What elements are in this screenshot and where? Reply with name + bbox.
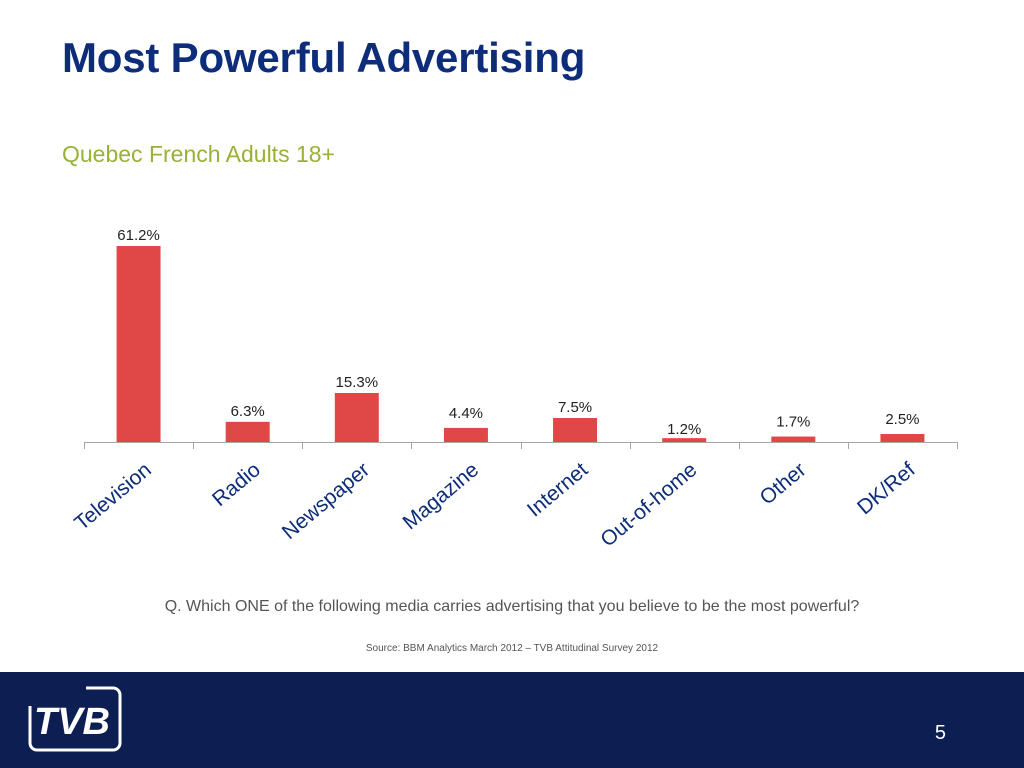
x-axis-tick-label: Other <box>756 458 811 509</box>
x-axis-tick-label: Newspaper <box>278 458 374 544</box>
page-number: 5 <box>934 722 946 744</box>
bar-newspaper <box>334 393 379 442</box>
x-axis-tick-label: Out-of-home <box>596 458 701 551</box>
bar-chart: 61.2% 6.3% 15.3% 4.4% 7.5% 1.2% 1.7% 2.5% Telev… <box>70 227 958 552</box>
survey-question: Q. Which ONE of the following media carr… <box>164 598 860 615</box>
slide-subtitle: Quebec French Adults 18+ <box>62 141 335 167</box>
chart-data-labels: 61.2% 6.3% 15.3% 4.4% 7.5% 1.2% 1.7% 2.5% <box>117 227 919 438</box>
bar-data-label: 61.2% <box>117 227 160 244</box>
bar-data-label: 15.3% <box>336 374 379 391</box>
bar-magazine <box>443 427 488 442</box>
source-note: Source: BBM Analytics March 2012 – TVB A… <box>365 643 659 654</box>
x-axis-tick-label: Magazine <box>399 458 484 534</box>
bar-radio <box>225 421 270 442</box>
tvb-logo: TVB <box>26 684 122 752</box>
chart-bars <box>116 246 925 442</box>
x-axis-tick-label: Radio <box>208 458 265 511</box>
bar-dk-ref <box>880 433 925 442</box>
x-axis-tick-label: Television <box>70 458 155 535</box>
bar-data-label: 2.5% <box>885 411 919 428</box>
bar-data-label: 6.3% <box>231 403 265 420</box>
svg-text:TVB: TVB <box>34 701 110 743</box>
x-axis-tick-label: Internet <box>523 458 592 522</box>
x-axis-tick-label: DK/Ref <box>853 458 920 519</box>
bar-data-label: 1.7% <box>776 414 810 431</box>
bar-out-of-home <box>662 438 707 442</box>
bar-data-label: 7.5% <box>558 399 592 416</box>
slide-title: Most Powerful Advertising <box>62 34 586 81</box>
bar-television <box>116 246 161 442</box>
footer-bar: TVB 5 <box>0 672 1024 768</box>
bar-other <box>771 436 816 442</box>
x-axis-tick-labels: Television Radio Newspaper Magazine Internet… <box>70 458 919 552</box>
bar-data-label: 1.2% <box>667 421 701 438</box>
x-axis-ticks <box>84 442 958 449</box>
bar-internet <box>553 417 598 442</box>
bar-data-label: 4.4% <box>449 405 483 422</box>
